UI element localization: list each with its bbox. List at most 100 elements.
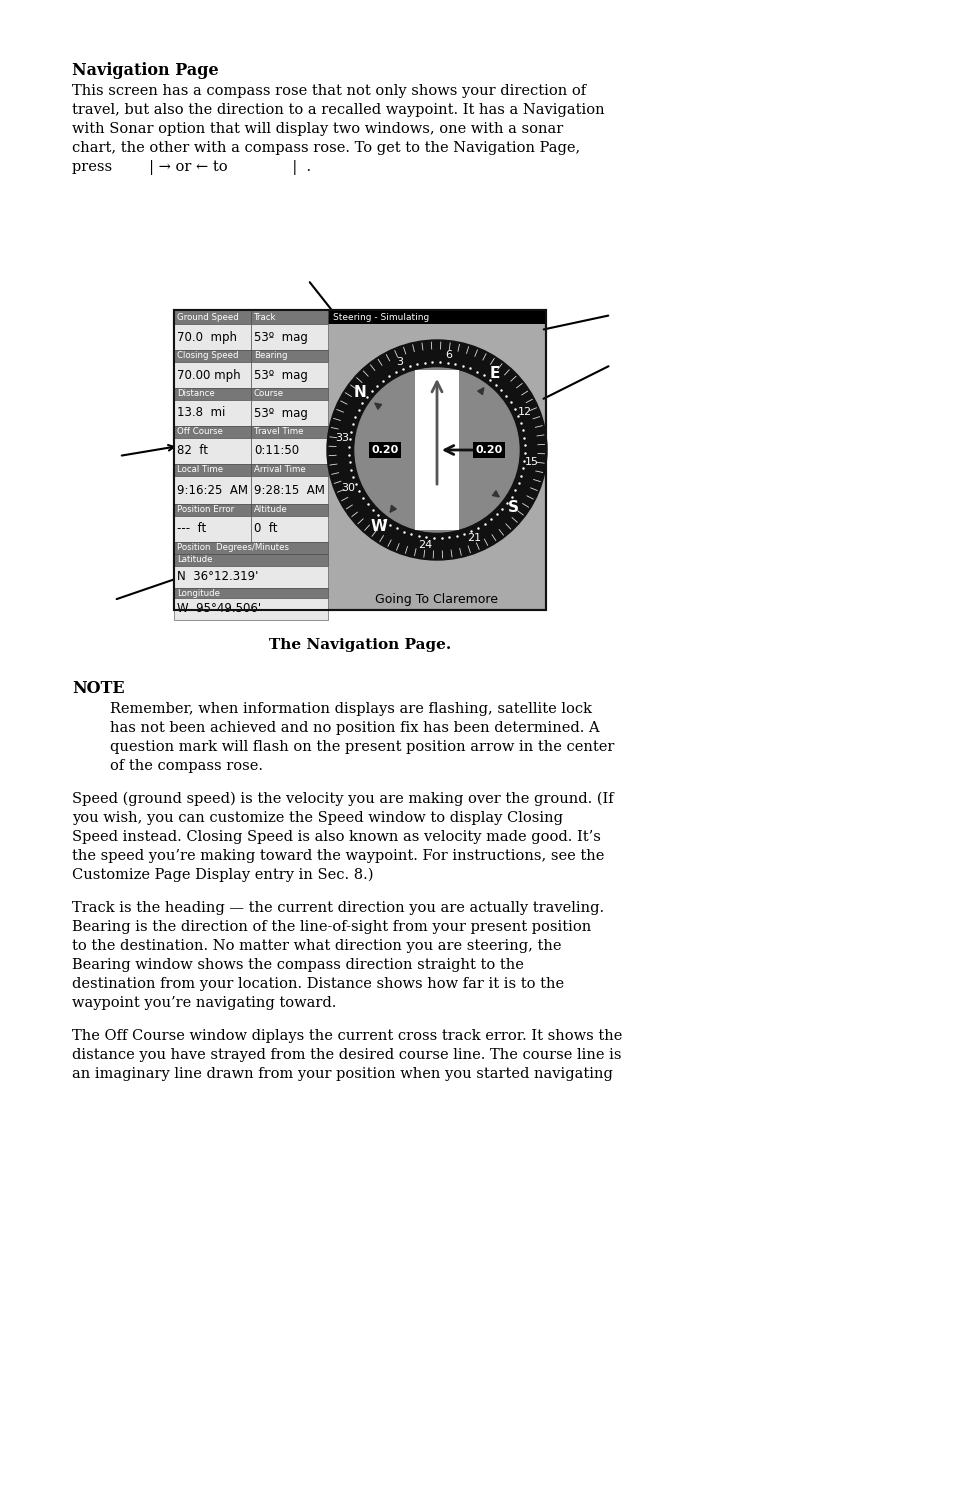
Text: W: W (371, 519, 387, 534)
Circle shape (355, 367, 518, 532)
Text: 0  ft: 0 ft (253, 522, 277, 535)
Text: you wish, you can customize the Speed window to display Closing: you wish, you can customize the Speed wi… (71, 810, 562, 825)
Text: 24: 24 (417, 540, 432, 550)
Text: chart, the other with a compass rose. To get to the Navigation Page,: chart, the other with a compass rose. To… (71, 141, 579, 155)
Text: 53º  mag: 53º mag (253, 330, 308, 343)
Text: of the compass rose.: of the compass rose. (110, 758, 263, 773)
Bar (251, 349, 328, 361)
Text: Latitude: Latitude (177, 556, 213, 565)
Text: with Sonar option that will display two windows, one with a sonar: with Sonar option that will display two … (71, 122, 562, 135)
Text: 0.20: 0.20 (371, 445, 398, 455)
Bar (173, 555, 328, 567)
Bar (251, 400, 328, 425)
Bar (328, 309, 545, 324)
Bar (251, 324, 328, 349)
Text: ---  ft: --- ft (177, 522, 206, 535)
Text: Customize Page Display entry in Sec. 8.): Customize Page Display entry in Sec. 8.) (71, 868, 374, 882)
Text: NOTE: NOTE (71, 680, 125, 697)
Bar (251, 476, 328, 504)
Text: The Off Course window diplays the current cross track error. It shows the: The Off Course window diplays the curren… (71, 1029, 621, 1042)
Bar (173, 400, 251, 425)
Text: Bearing: Bearing (253, 351, 287, 360)
Text: Track is the heading — the current direction you are actually traveling.: Track is the heading — the current direc… (71, 901, 603, 915)
Text: 21: 21 (467, 534, 481, 543)
Text: Off Course: Off Course (177, 427, 223, 437)
Bar (173, 504, 251, 516)
Bar (251, 439, 328, 464)
Text: Track: Track (253, 312, 276, 321)
Bar (173, 439, 251, 464)
Text: Local Time: Local Time (177, 465, 223, 474)
Text: 3: 3 (395, 357, 402, 367)
Text: Ground Speed: Ground Speed (177, 312, 238, 321)
Text: Position Error: Position Error (177, 506, 233, 515)
Text: This screen has a compass rose that not only shows your direction of: This screen has a compass rose that not … (71, 83, 585, 98)
Text: destination from your location. Distance shows how far it is to the: destination from your location. Distance… (71, 977, 563, 990)
Text: waypoint you’re navigating toward.: waypoint you’re navigating toward. (71, 996, 336, 1010)
Text: 6: 6 (445, 349, 452, 360)
Text: Longitude: Longitude (177, 589, 220, 598)
Text: Altitude: Altitude (253, 506, 288, 515)
Bar (173, 598, 328, 620)
Bar (173, 309, 545, 610)
Text: 0.20: 0.20 (475, 445, 502, 455)
Text: Bearing is the direction of the line-of-sight from your present position: Bearing is the direction of the line-of-… (71, 920, 591, 934)
Text: Arrival Time: Arrival Time (253, 465, 305, 474)
Bar (251, 504, 328, 516)
Text: 15: 15 (525, 457, 538, 467)
Text: press        | → or ← to              |  .: press | → or ← to | . (71, 161, 311, 175)
Text: N  36°12.319': N 36°12.319' (177, 571, 258, 583)
Text: N: N (354, 385, 366, 400)
Text: 33: 33 (335, 433, 349, 443)
Bar (173, 567, 328, 587)
Bar (251, 464, 328, 476)
Bar (173, 309, 545, 610)
Bar (173, 361, 251, 388)
Bar (173, 476, 251, 504)
Text: Going To Claremore: Going To Claremore (375, 593, 498, 607)
Bar (251, 388, 328, 400)
Bar (173, 309, 328, 610)
Bar (173, 425, 251, 439)
Text: to the destination. No matter what direction you are steering, the: to the destination. No matter what direc… (71, 938, 561, 953)
Text: has not been achieved and no position fix has been determined. A: has not been achieved and no position fi… (110, 721, 599, 735)
Bar (173, 464, 251, 476)
Text: 70.00 mph: 70.00 mph (177, 369, 240, 382)
Text: 13.8  mi: 13.8 mi (177, 406, 225, 419)
Text: Distance: Distance (177, 390, 214, 399)
Bar (251, 425, 328, 439)
Text: 70.0  mph: 70.0 mph (177, 330, 236, 343)
Text: Speed instead. Closing Speed is also known as velocity made good. It’s: Speed instead. Closing Speed is also kno… (71, 830, 600, 845)
Text: an imaginary line drawn from your position when you started navigating: an imaginary line drawn from your positi… (71, 1068, 612, 1081)
Text: Bearing window shows the compass direction straight to the: Bearing window shows the compass directi… (71, 958, 523, 972)
Bar (415, 370, 458, 529)
Text: E: E (489, 366, 499, 381)
Text: Course: Course (253, 390, 284, 399)
Bar (173, 388, 251, 400)
Text: 9:16:25  AM: 9:16:25 AM (177, 483, 248, 497)
Bar (173, 309, 251, 324)
Text: S: S (508, 500, 518, 516)
Text: Remember, when information displays are flashing, satellite lock: Remember, when information displays are … (110, 702, 592, 717)
Text: question mark will flash on the present position arrow in the center: question mark will flash on the present … (110, 741, 614, 754)
Bar (173, 541, 328, 555)
Text: Steering - Simulating: Steering - Simulating (333, 312, 429, 321)
Bar (251, 309, 328, 324)
Text: 9:28:15  AM: 9:28:15 AM (253, 483, 325, 497)
Text: 82  ft: 82 ft (177, 445, 208, 458)
Text: 53º  mag: 53º mag (253, 406, 308, 419)
Text: The Navigation Page.: The Navigation Page. (269, 638, 451, 651)
Text: W  95°49.506': W 95°49.506' (177, 602, 261, 616)
Text: Speed (ground speed) is the velocity you are making over the ground. (If: Speed (ground speed) is the velocity you… (71, 793, 613, 806)
Text: the speed you’re making toward the waypoint. For instructions, see the: the speed you’re making toward the waypo… (71, 849, 604, 862)
Text: Closing Speed: Closing Speed (177, 351, 238, 360)
Bar (251, 361, 328, 388)
Text: distance you have strayed from the desired course line. The course line is: distance you have strayed from the desir… (71, 1048, 620, 1062)
Text: Position  Degrees/Minutes: Position Degrees/Minutes (177, 544, 289, 553)
Text: Navigation Page: Navigation Page (71, 62, 218, 79)
Bar (173, 587, 328, 598)
Text: Travel Time: Travel Time (253, 427, 303, 437)
Circle shape (327, 341, 546, 561)
Bar (251, 516, 328, 541)
Bar (173, 324, 251, 349)
